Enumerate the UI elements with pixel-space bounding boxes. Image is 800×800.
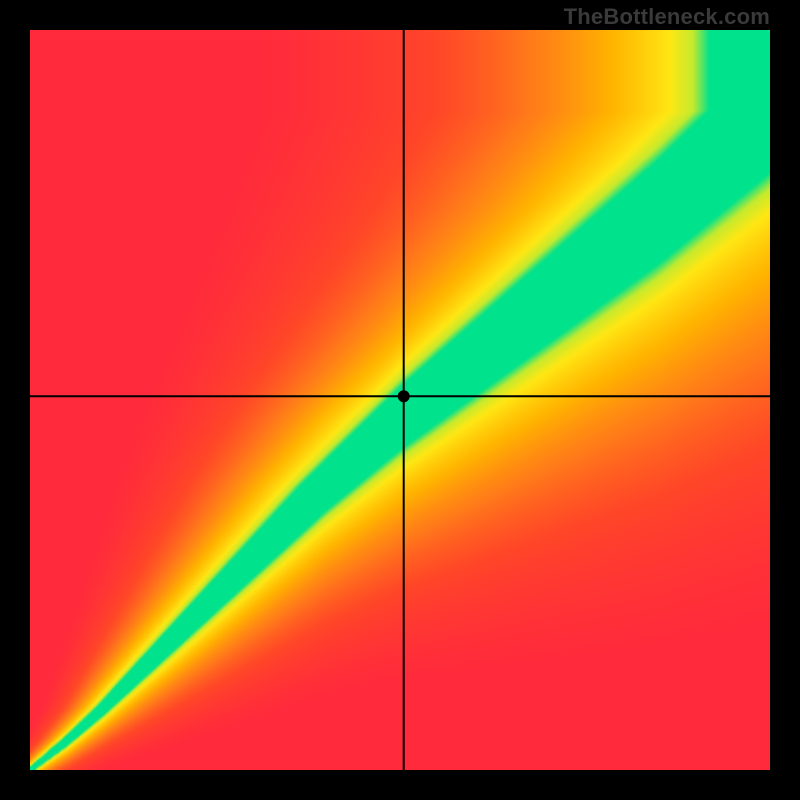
chart-container: { "attribution": "TheBottleneck.com", "c… <box>0 0 800 800</box>
bottleneck-heatmap <box>30 30 770 770</box>
attribution-text: TheBottleneck.com <box>564 4 770 30</box>
